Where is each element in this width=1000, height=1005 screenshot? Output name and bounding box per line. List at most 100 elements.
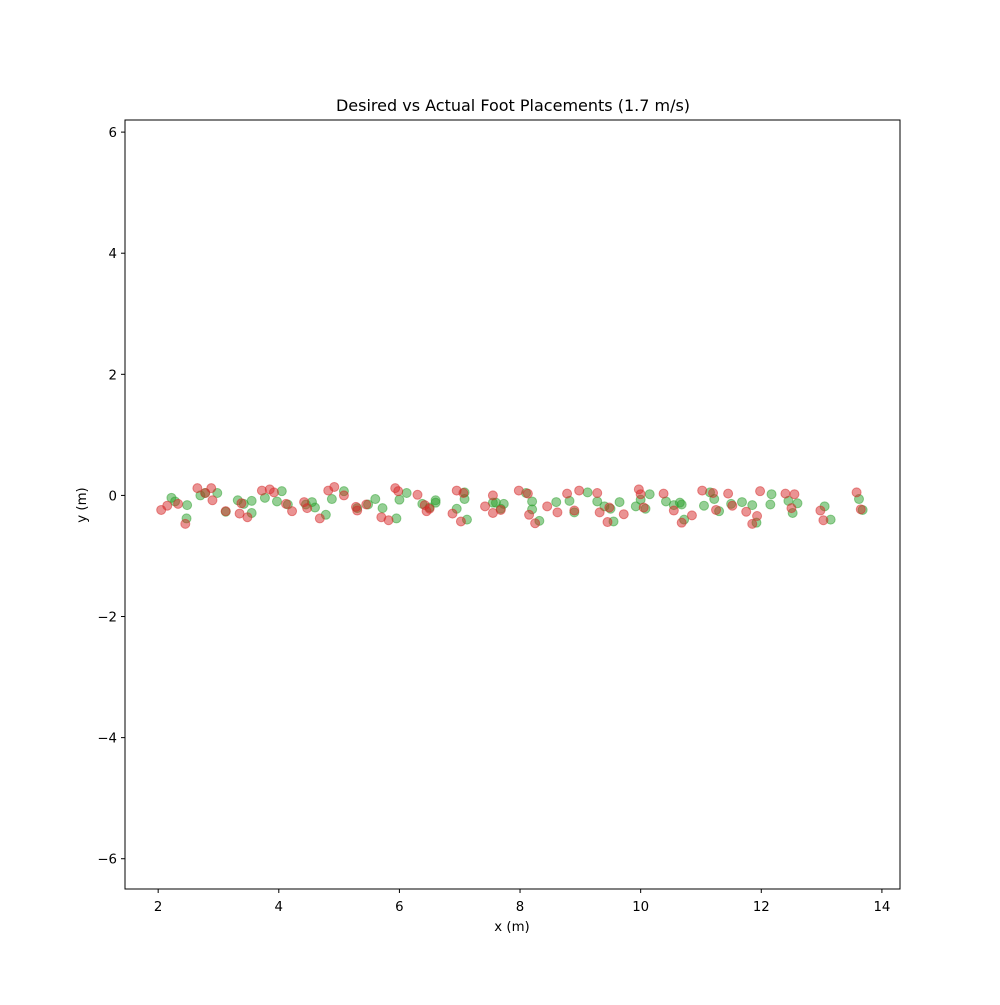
scatter-point	[173, 498, 184, 509]
x-tick-label: 6	[395, 900, 403, 915]
scatter-point	[708, 488, 719, 498]
points-layer	[156, 481, 868, 529]
scatter-point	[314, 513, 325, 524]
y-axis-label: y (m)	[75, 487, 90, 522]
scatter-point	[780, 488, 791, 499]
y-tick-label: −2	[97, 611, 117, 626]
scatter-point	[766, 489, 777, 500]
scatter-point	[676, 499, 687, 510]
scatter-point	[393, 486, 404, 497]
scatter-point	[752, 511, 763, 521]
scatter-point	[352, 505, 363, 516]
scatter-point	[401, 488, 412, 498]
scatter-point	[602, 517, 613, 528]
scatter-point	[455, 516, 466, 527]
y-tick-label: 6	[109, 126, 117, 141]
scatter-point	[789, 489, 800, 500]
y-axis-ticks: −6 −4 −2 0 2 4 6	[97, 126, 125, 868]
scatter-point	[723, 488, 734, 499]
scatter-point	[747, 500, 758, 511]
y-tick-label: 2	[109, 368, 117, 383]
x-tick-label: 14	[873, 900, 890, 915]
scatter-point	[736, 497, 747, 508]
x-axis-label: x (m)	[494, 920, 529, 935]
scatter-point	[765, 499, 776, 510]
scatter-point	[338, 490, 349, 501]
scatter-point	[412, 489, 423, 500]
y-tick-label: 4	[109, 247, 117, 262]
x-axis-ticks: 2 4 6 8 10 12 14	[154, 889, 890, 915]
scatter-point	[430, 497, 441, 508]
scatter-point	[268, 487, 279, 498]
scatter-point	[480, 501, 491, 512]
scatter-point	[447, 508, 458, 519]
scatter-point	[552, 507, 563, 518]
scatter-point	[394, 494, 405, 505]
scatter-point	[727, 500, 738, 511]
scatter-point	[424, 503, 435, 514]
scatter-point	[741, 506, 752, 517]
scatter-point	[513, 485, 524, 496]
scatter-point	[592, 488, 603, 498]
x-tick-label: 10	[632, 900, 649, 915]
x-tick-label: 4	[275, 900, 283, 915]
scatter-point	[487, 490, 498, 501]
scatter-point	[618, 509, 629, 520]
scatter-point	[329, 481, 340, 492]
scatter-point	[582, 487, 593, 498]
scatter-point	[271, 496, 282, 507]
scatter-point	[377, 503, 388, 514]
scatter-point	[182, 500, 193, 511]
scatter-point	[180, 518, 191, 529]
scatter-point	[370, 494, 381, 505]
y-tick-label: −4	[97, 732, 117, 747]
y-tick-label: −6	[97, 853, 117, 868]
x-tick-label: 2	[154, 900, 162, 915]
scatter-point	[638, 502, 649, 513]
scatter-point	[242, 512, 253, 523]
scatter-point	[287, 506, 298, 517]
scatter-point	[495, 504, 506, 515]
scatter-point	[302, 503, 313, 514]
scatter-point	[711, 504, 722, 515]
x-tick-label: 8	[516, 900, 524, 915]
scatter-point	[676, 517, 687, 528]
scatter-point	[246, 495, 257, 506]
scatter-point	[206, 483, 217, 494]
scatter-point	[551, 497, 562, 508]
scatter-point	[458, 488, 469, 498]
scatter-point	[698, 500, 709, 511]
plot-frame	[124, 119, 901, 890]
scatter-point	[851, 487, 862, 498]
x-tick-label: 12	[753, 900, 770, 915]
scatter-point	[574, 485, 585, 496]
scatter-point	[569, 505, 580, 516]
scatter-point	[686, 510, 697, 521]
scatter-point	[755, 486, 766, 497]
scatter-point	[522, 488, 533, 499]
y-tick-label: 0	[109, 489, 117, 504]
scatter-point	[658, 488, 669, 499]
scatter-point	[383, 515, 394, 526]
scatter-point	[361, 499, 372, 510]
scatter-point	[644, 489, 655, 500]
scatter-point	[614, 497, 625, 508]
scatter-point	[326, 494, 337, 505]
scatter-point	[818, 515, 829, 526]
scatter-point	[524, 509, 535, 520]
scatter-point	[697, 485, 708, 496]
scatter-point	[815, 505, 826, 516]
scatter-point	[162, 500, 173, 511]
scatter-point	[542, 501, 553, 512]
scatter-point	[635, 489, 646, 500]
scatter-point	[604, 502, 615, 513]
scatter-point	[530, 518, 541, 529]
scatter-point	[236, 498, 247, 509]
chart-title: Desired vs Actual Foot Placements (1.7 m…	[336, 96, 690, 115]
scatter-point	[207, 495, 218, 506]
scatter-point	[220, 506, 231, 517]
scatter-point	[786, 503, 797, 514]
scatter-point	[668, 505, 679, 516]
